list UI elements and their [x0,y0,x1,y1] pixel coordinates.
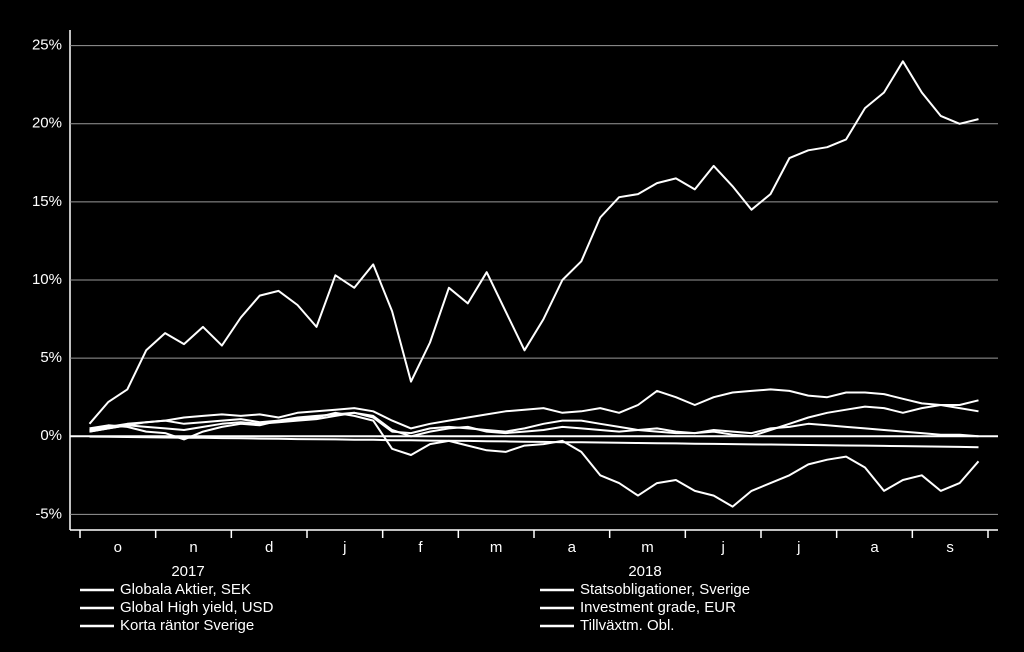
x-tick-label: d [265,539,273,556]
y-tick-label: 0% [40,427,62,444]
series-line [89,435,979,449]
y-tick-label: 25% [32,37,62,54]
x-tick-label: j [720,539,724,556]
series-line [88,60,979,425]
x-tick-label: j [796,539,800,556]
legend-label: Global High yield, USD [120,599,274,616]
x-tick-label: o [114,539,122,556]
year-label: 2017 [171,563,204,580]
legend-label: Statsobligationer, Sverige [580,581,750,598]
year-label: 2018 [628,563,661,580]
x-tick-label: m [490,539,503,556]
legend-label: Korta räntor Sverige [120,617,254,634]
y-tick-label: 20% [32,115,62,132]
series-line [89,411,980,508]
series-line [89,388,979,433]
x-tick-label: s [946,539,954,556]
y-tick-label: -5% [35,505,62,522]
y-tick-label: 10% [32,271,62,288]
x-tick-label: j [342,539,346,556]
legend-label: Tillväxtm. Obl. [580,617,674,634]
legend-label: Investment grade, EUR [580,599,736,616]
series-line [89,411,979,438]
x-tick-label: m [641,539,654,556]
series-line [89,404,979,438]
x-tick-label: f [418,539,423,556]
x-tick-label: n [189,539,197,556]
x-tick-label: a [568,539,577,556]
y-tick-label: 5% [40,349,62,366]
y-tick-label: 15% [32,193,62,210]
x-tick-label: a [870,539,879,556]
legend-label: Globala Aktier, SEK [120,581,251,598]
